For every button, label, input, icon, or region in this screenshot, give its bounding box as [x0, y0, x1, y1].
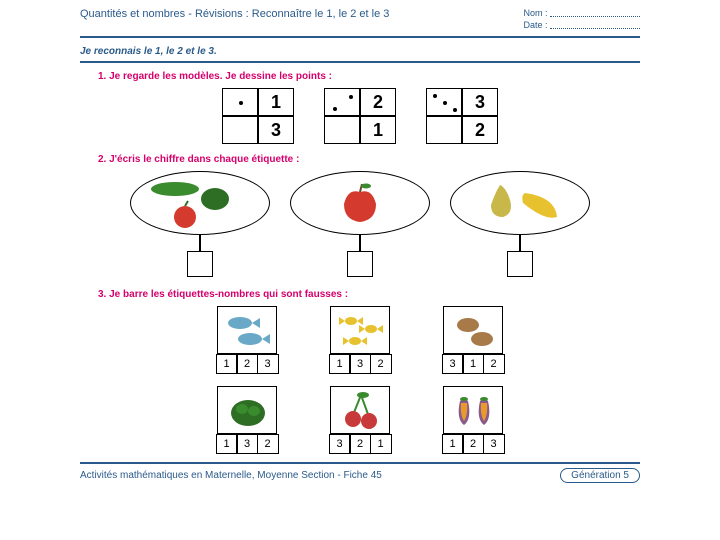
- ex3-item-fish: 123: [216, 306, 279, 374]
- exercise-3-row1: 123 132 312: [80, 306, 640, 374]
- subtitle: Je reconnais le 1, le 2 et le 3.: [80, 46, 640, 57]
- lettuce-icon: [217, 386, 277, 434]
- answer-box[interactable]: [187, 251, 213, 277]
- date-field[interactable]: Date :: [523, 20, 640, 30]
- num: 3: [462, 88, 498, 116]
- num: 2: [462, 116, 498, 144]
- num: 1: [360, 116, 396, 144]
- empty-dots[interactable]: [426, 116, 462, 144]
- exercise-1: 1 3 2 1 3 2: [80, 88, 640, 144]
- footer-text: Activités mathématiques en Maternelle, M…: [80, 470, 382, 481]
- page-title: Quantités et nombres - Révisions : Recon…: [80, 8, 389, 32]
- worksheet: Quantités et nombres - Révisions : Recon…: [80, 0, 640, 491]
- ex3-item-fig: 123: [442, 386, 505, 454]
- apple-icon: [330, 178, 390, 228]
- ex3-item-lettuce: 132: [216, 386, 279, 454]
- num: 2: [360, 88, 396, 116]
- nom-field[interactable]: Nom :: [523, 8, 640, 18]
- ex3-item-potato: 312: [442, 306, 505, 374]
- oval-1-item: [290, 171, 430, 235]
- ex2-group-veggies: [130, 171, 270, 277]
- num-choices[interactable]: 132: [329, 354, 392, 374]
- ex1-instruction: 1. Je regarde les modèles. Je dessine le…: [98, 71, 640, 82]
- potato-icon: [443, 306, 503, 354]
- fish-icon: [217, 306, 277, 354]
- ex3-item-cherry: 321: [329, 386, 392, 454]
- num-choices[interactable]: 321: [329, 434, 392, 454]
- header: Quantités et nombres - Révisions : Recon…: [80, 8, 640, 38]
- ex2-instruction: 2. J'écris le chiffre dans chaque étique…: [98, 154, 640, 165]
- veggies-icon: [135, 173, 265, 233]
- num-choices[interactable]: 123: [442, 434, 505, 454]
- dots-1: [222, 88, 258, 116]
- num: 1: [258, 88, 294, 116]
- ex3-instruction: 3. Je barre les étiquettes-nombres qui s…: [98, 289, 640, 300]
- oval-2-items: [450, 171, 590, 235]
- cherry-icon: [330, 386, 390, 434]
- footer: Activités mathématiques en Maternelle, M…: [80, 462, 640, 483]
- num-choices[interactable]: 312: [442, 354, 505, 374]
- empty-dots[interactable]: [324, 116, 360, 144]
- exercise-2: [80, 171, 640, 277]
- ex2-group-apple: [290, 171, 430, 277]
- dots-3: [426, 88, 462, 116]
- answer-box[interactable]: [347, 251, 373, 277]
- ex2-group-fruit2: [450, 171, 590, 277]
- num: 3: [258, 116, 294, 144]
- ex1-col2: 2 1: [324, 88, 396, 144]
- student-fields: Nom : Date :: [523, 8, 640, 32]
- pear-banana-icon: [455, 173, 585, 233]
- fig-icon: [443, 386, 503, 434]
- answer-box[interactable]: [507, 251, 533, 277]
- ex3-item-candy: 132: [329, 306, 392, 374]
- empty-dots[interactable]: [222, 116, 258, 144]
- ex1-col3: 3 2: [426, 88, 498, 144]
- dots-2: [324, 88, 360, 116]
- candy-icon: [330, 306, 390, 354]
- ex1-col1: 1 3: [222, 88, 294, 144]
- exercise-3-row2: 132 321 123: [80, 386, 640, 454]
- oval-3-items: [130, 171, 270, 235]
- brand-badge: Génération 5: [560, 468, 640, 483]
- num-choices[interactable]: 132: [216, 434, 279, 454]
- subtitle-row: Je reconnais le 1, le 2 et le 3.: [80, 44, 640, 63]
- num-choices[interactable]: 123: [216, 354, 279, 374]
